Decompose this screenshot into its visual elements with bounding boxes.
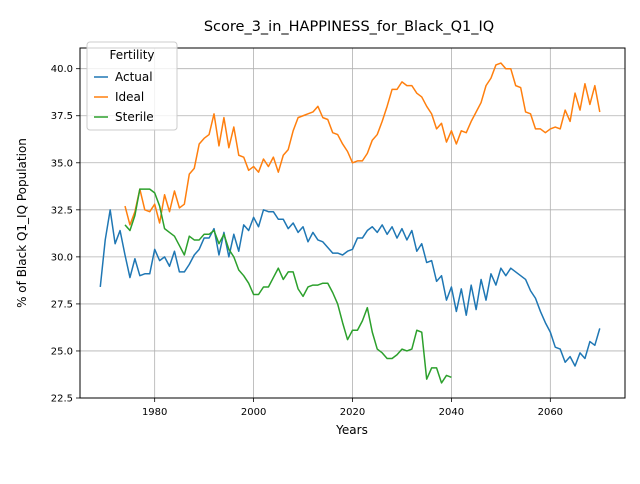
legend-title: Fertility	[109, 48, 154, 62]
ticks: 1980 2000 2020 2040 2060 22.5 25.0 27.5 30.0 32.5…	[51, 64, 563, 418]
series-line-sterile	[124, 188, 452, 384]
legend: Fertility Actual Ideal Sterile	[86, 41, 178, 131]
legend-label-sterile: Sterile	[115, 110, 154, 124]
y-tick-label: 30.0	[51, 252, 73, 263]
y-tick-label: 27.5	[51, 299, 73, 310]
series-group	[99, 62, 601, 384]
x-tick-label: 2060	[538, 407, 563, 418]
x-tick-label: 2040	[439, 407, 464, 418]
y-tick-label: 35.0	[51, 158, 73, 169]
series-line-actual	[99, 209, 601, 367]
y-tick-label: 22.5	[51, 394, 73, 405]
y-tick-label: 32.5	[51, 205, 73, 216]
x-tick-label: 2020	[340, 407, 365, 418]
y-tick-label: 40.0	[51, 64, 73, 75]
x-tick-label: 1980	[142, 407, 167, 418]
x-axis-label: Years	[335, 423, 368, 437]
legend-label-ideal: Ideal	[115, 90, 144, 104]
x-tick-label: 2000	[241, 407, 266, 418]
series-line-ideal	[124, 62, 601, 226]
y-tick-label: 37.5	[51, 111, 73, 122]
legend-box	[86, 41, 178, 131]
y-tick-label: 25.0	[51, 346, 73, 357]
legend-label-actual: Actual	[115, 70, 153, 84]
chart-title: Score_3_in_HAPPINESS_for_Black_Q1_IQ	[204, 19, 494, 35]
y-axis-label: % of Black Q1_IQ Population	[15, 138, 29, 308]
